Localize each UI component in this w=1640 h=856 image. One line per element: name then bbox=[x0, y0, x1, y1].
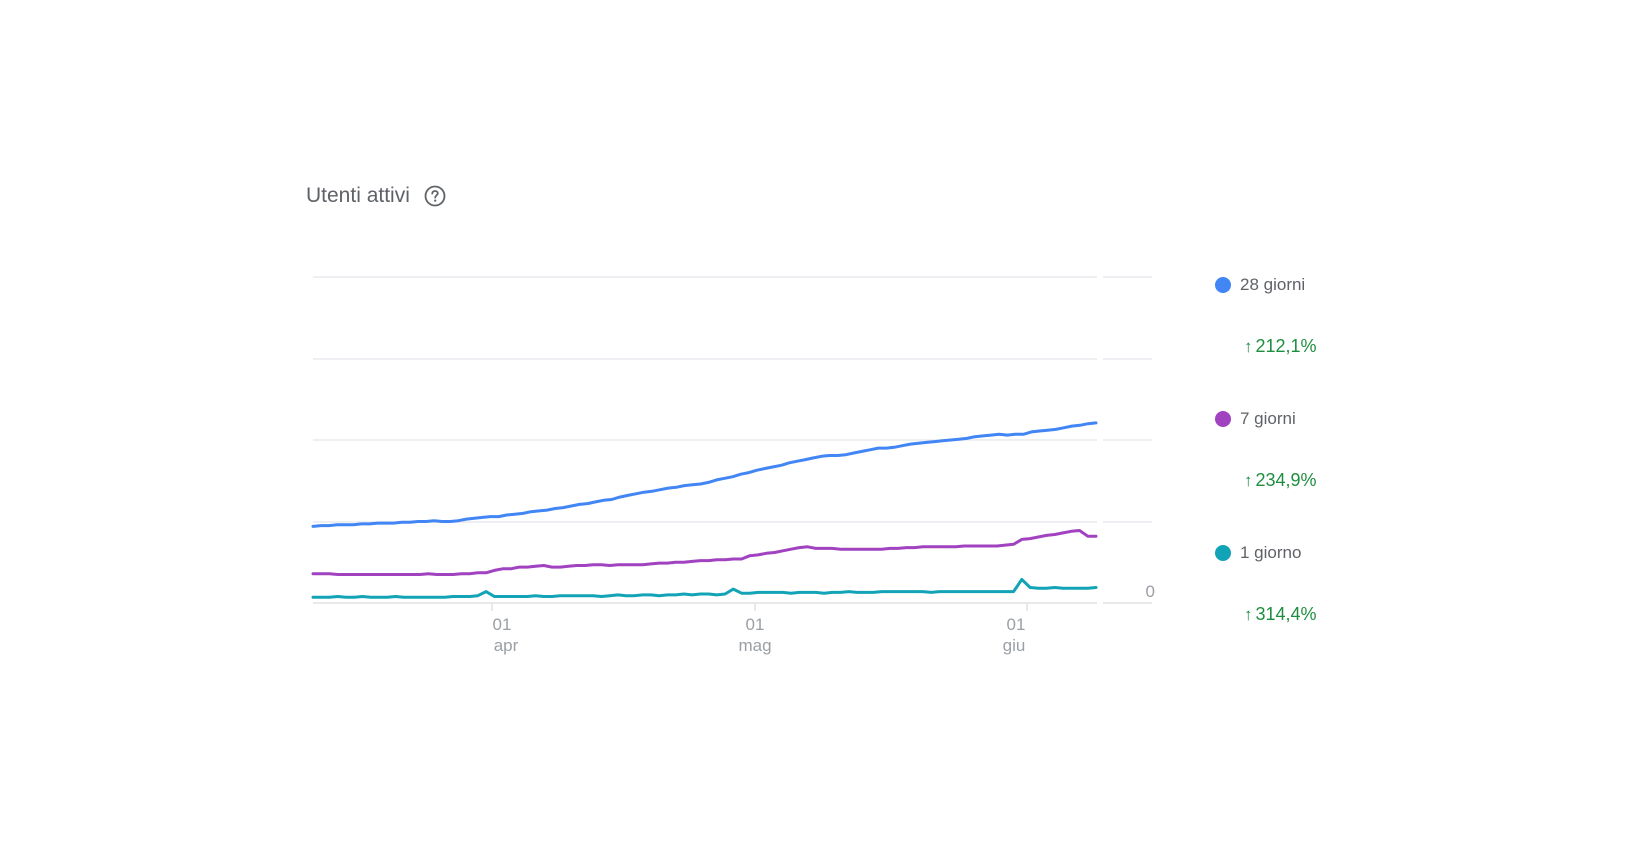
chart-title: Utenti attivi bbox=[306, 184, 410, 207]
legend-item-7-days[interactable]: 7 giorni bbox=[1215, 409, 1296, 429]
chart-header: Utenti attivi bbox=[306, 184, 446, 208]
delta-value: 234,9% bbox=[1255, 470, 1317, 490]
y-axis-zero-label: 0 bbox=[1146, 582, 1155, 601]
x-tick-day-apr: 01 bbox=[493, 615, 512, 634]
arrow-up-icon: ↑ bbox=[1244, 470, 1253, 490]
help-circle-icon[interactable] bbox=[424, 185, 446, 207]
x-tick-month-mag: mag bbox=[738, 636, 771, 655]
delta-28-days: ↑ 212,1% bbox=[1244, 336, 1317, 357]
delta-7-days: ↑ 234,9% bbox=[1244, 470, 1317, 491]
series-lines[interactable] bbox=[311, 421, 1098, 599]
legend-item-1-day[interactable]: 1 giorno bbox=[1215, 543, 1301, 563]
series-dot-icon bbox=[1215, 411, 1231, 427]
arrow-up-icon: ↑ bbox=[1244, 604, 1253, 624]
legend-label: 7 giorni bbox=[1240, 409, 1296, 428]
series-line-2[interactable] bbox=[311, 577, 1098, 599]
delta-1-day: ↑ 314,4% bbox=[1244, 604, 1317, 625]
legend-item-28-days[interactable]: 28 giorni bbox=[1215, 275, 1305, 295]
x-axis-labels: 01 apr 01 mag 01 giu bbox=[493, 615, 1026, 655]
legend-label: 1 giorno bbox=[1240, 543, 1302, 562]
legend-label: 28 giorni bbox=[1240, 275, 1306, 294]
x-tick-month-giu: giu bbox=[1003, 636, 1026, 655]
x-axis-ticks bbox=[491, 603, 1028, 611]
series-dot-icon bbox=[1215, 545, 1231, 561]
x-tick-day-giu: 01 bbox=[1007, 615, 1026, 634]
series-line-0[interactable] bbox=[311, 421, 1098, 528]
series-dot-icon bbox=[1215, 277, 1231, 293]
x-tick-month-apr: apr bbox=[494, 636, 519, 655]
delta-value: 212,1% bbox=[1255, 336, 1317, 356]
delta-value: 314,4% bbox=[1255, 604, 1317, 624]
arrow-up-icon: ↑ bbox=[1244, 336, 1253, 356]
series-line-1[interactable] bbox=[311, 529, 1098, 576]
gridlines bbox=[313, 276, 1152, 604]
x-tick-day-mag: 01 bbox=[746, 615, 765, 634]
